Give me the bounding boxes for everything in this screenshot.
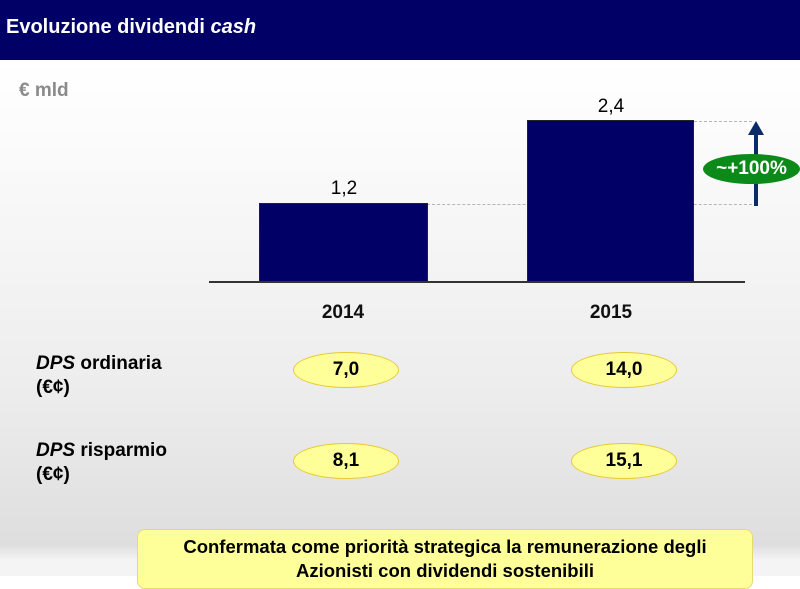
header-bar: Evoluzione dividendi cash	[0, 0, 800, 60]
bar-value-2015: 2,4	[597, 96, 625, 117]
dps-unit: (€¢)	[36, 464, 70, 485]
title-italic-text: cash	[210, 16, 257, 38]
callout-box: Confermata come priorità strategica la r…	[137, 529, 753, 589]
page-title: Evoluzione dividendi cash	[6, 16, 256, 39]
x-axis	[209, 281, 745, 283]
dps-ordinaria-2014: 7,0	[293, 352, 399, 388]
bar-value-2014: 1,2	[330, 178, 358, 199]
dps-risparmio-2014: 8,1	[293, 443, 399, 479]
bar-2014	[259, 203, 428, 282]
callout-line-1: Confermata come priorità strategica la r…	[183, 536, 707, 557]
title-text: Evoluzione dividendi	[6, 16, 211, 38]
reference-line-2015	[694, 121, 752, 122]
dps-acronym: DPS	[36, 353, 76, 374]
dps-unit: (€¢)	[36, 377, 70, 398]
callout-line-2: Azionisti con dividendi sostenibili	[295, 560, 595, 581]
dps-ordinaria-label: DPS ordinaria (€¢)	[36, 352, 162, 400]
dps-type: ordinaria	[75, 353, 162, 374]
unit-label: € mld	[19, 80, 69, 101]
dps-risparmio-label: DPS risparmio (€¢)	[36, 439, 167, 487]
dps-risparmio-2015: 15,1	[571, 443, 677, 479]
bar-2015	[527, 120, 694, 282]
dps-ordinaria-2015: 14,0	[571, 352, 677, 388]
x-tick-2015: 2015	[589, 302, 633, 323]
arrow-up-icon	[748, 121, 764, 135]
dps-acronym: DPS	[36, 440, 76, 461]
x-tick-2014: 2014	[321, 302, 365, 323]
growth-badge: ~+100%	[703, 154, 800, 184]
dps-type: risparmio	[75, 440, 167, 461]
